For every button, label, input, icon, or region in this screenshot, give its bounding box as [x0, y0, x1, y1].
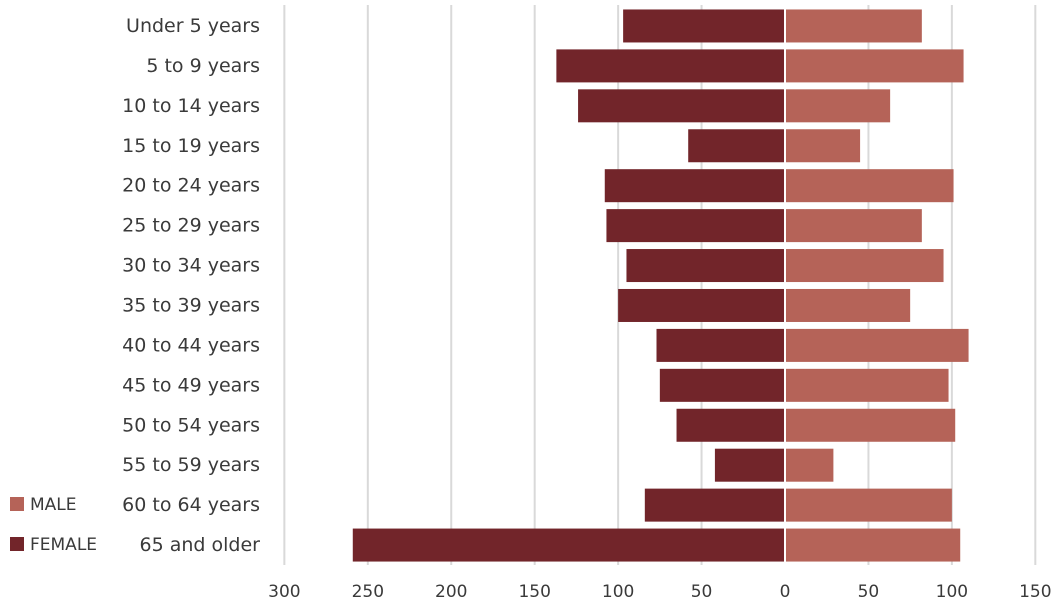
- x-tick-label: 50: [691, 582, 713, 602]
- bar-female: [604, 169, 785, 203]
- category-label: 45 to 49 years: [122, 374, 260, 396]
- bar-female: [556, 49, 785, 83]
- category-label: 35 to 39 years: [122, 294, 260, 316]
- category-label: 30 to 34 years: [122, 255, 260, 277]
- bar-male: [785, 9, 922, 43]
- bar-female: [714, 448, 785, 482]
- bar-male: [785, 249, 944, 283]
- bar-male: [785, 408, 956, 442]
- x-tick-label: 100: [602, 582, 634, 602]
- bar-male: [785, 488, 952, 522]
- bar-male: [785, 209, 922, 243]
- x-tick-label: 150: [518, 582, 550, 602]
- x-tick-label: 300: [268, 582, 300, 602]
- category-label: 10 to 14 years: [122, 95, 260, 117]
- bar-male: [785, 49, 964, 83]
- category-label: 60 to 64 years: [122, 494, 260, 516]
- bar-male: [785, 448, 834, 482]
- bar-female: [606, 209, 785, 243]
- x-tick-labels: 300 250 200 150 100 50 0 50 100 150: [268, 582, 1051, 602]
- x-tick-label: 50: [858, 582, 880, 602]
- bar-female: [623, 9, 785, 43]
- x-tick-label: 0: [780, 582, 791, 602]
- category-label: 55 to 59 years: [122, 454, 260, 476]
- bar-male: [785, 528, 961, 562]
- bar-female: [656, 328, 785, 362]
- category-label: Under 5 years: [126, 15, 260, 37]
- bars: [352, 5, 969, 565]
- bar-female: [688, 129, 785, 163]
- x-tick-label: 100: [936, 582, 968, 602]
- legend-label-male: MALE: [30, 495, 77, 515]
- bar-male: [785, 288, 911, 322]
- category-label: 15 to 19 years: [122, 135, 260, 157]
- legend-label-female: FEMALE: [30, 535, 97, 555]
- legend-swatch-female: [10, 537, 24, 551]
- bar-male: [785, 129, 861, 163]
- category-label: 65 and older: [140, 534, 261, 556]
- bar-male: [785, 89, 891, 123]
- category-label: 40 to 44 years: [122, 334, 260, 356]
- category-label: 25 to 29 years: [122, 215, 260, 237]
- bar-female: [618, 288, 785, 322]
- bar-male: [785, 169, 954, 203]
- legend-swatch-male: [10, 497, 24, 511]
- bar-female: [578, 89, 785, 123]
- x-tick-label: 250: [352, 582, 384, 602]
- x-tick-label: 150: [1019, 582, 1051, 602]
- category-labels: Under 5 years 5 to 9 years 10 to 14 years 1…: [122, 15, 260, 556]
- gridlines: [283, 5, 1037, 565]
- bar-female: [676, 408, 785, 442]
- x-tick-label: 200: [435, 582, 467, 602]
- bar-male: [785, 328, 969, 362]
- category-label: 50 to 54 years: [122, 414, 260, 436]
- category-label: 20 to 24 years: [122, 175, 260, 197]
- bar-male: [785, 368, 949, 402]
- legend: MALE FEMALE: [10, 495, 97, 555]
- bar-female: [626, 249, 785, 283]
- bar-female: [352, 528, 785, 562]
- category-label: 5 to 9 years: [146, 55, 260, 77]
- bar-female: [644, 488, 785, 522]
- bar-female: [659, 368, 785, 402]
